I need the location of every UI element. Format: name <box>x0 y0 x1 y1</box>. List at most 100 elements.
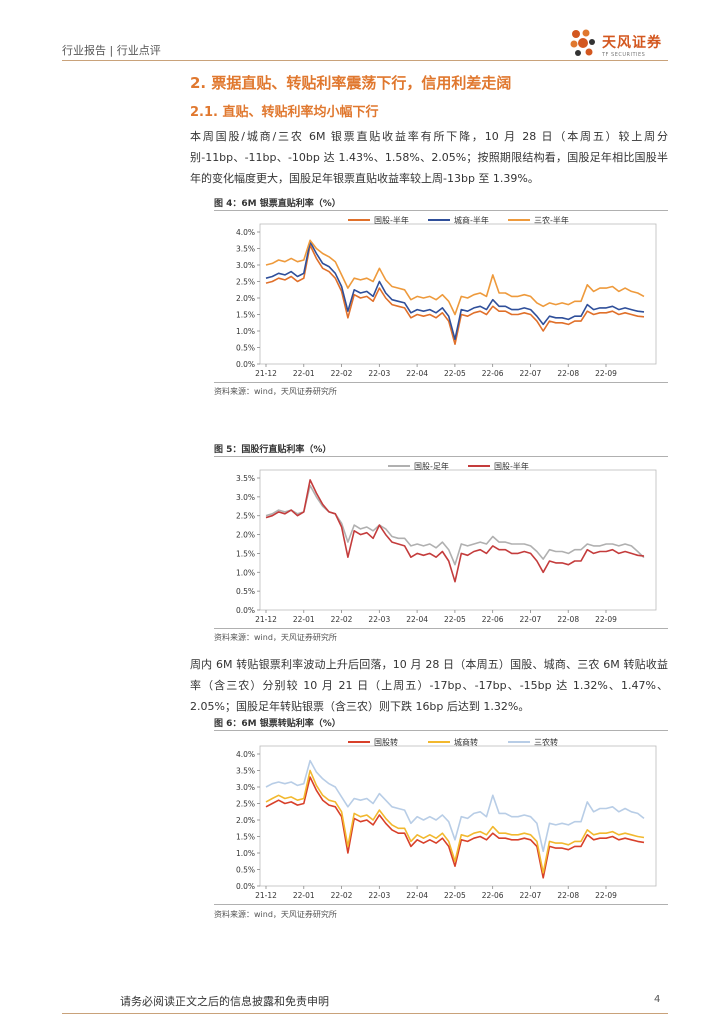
y-tick-label: 1.5% <box>236 833 255 842</box>
series-line-2 <box>265 769 645 874</box>
y-tick-label: 0.5% <box>236 587 255 596</box>
y-tick-label: 2.5% <box>236 800 255 809</box>
x-tick-label: 22-05 <box>444 615 466 624</box>
legend-label: 城商-半年 <box>454 216 489 225</box>
figure-4-chart: 0.0% 0.5% 1.0% 1.5% 2.0% 2.5% 3.0% 3.5% 4.0% 21-1… <box>236 216 657 378</box>
x-tick-label: 21-12 <box>255 891 277 900</box>
legend-label: 三农-半年 <box>534 216 569 225</box>
x-tick-label: 22-03 <box>368 615 390 624</box>
figure-5-title: 图 5：国股行直贴利率（%） <box>214 445 332 455</box>
logo-name: 天风证券 <box>602 35 662 51</box>
figure-4-divider <box>214 210 668 211</box>
plot-frame <box>259 223 657 365</box>
figure-4-source: 资料来源：wind，天风证券研究所 <box>214 387 337 396</box>
y-tick-label: 3.0% <box>236 493 255 502</box>
y-tick-label: 1.5% <box>236 549 255 558</box>
y-tick-label: 2.0% <box>236 531 255 540</box>
logo-flower-icon <box>570 29 595 56</box>
figure-4-bottom-divider <box>214 382 668 383</box>
figure-4-title: 图 4：6M 银票直贴利率（%） <box>214 199 341 209</box>
y-tick-label: 2.5% <box>236 512 255 521</box>
subsection-heading: 2.1. 直贴、转贴利率均小幅下行 <box>190 105 379 120</box>
x-tick-label: 22-09 <box>595 891 617 900</box>
y-tick-label: 4.0% <box>236 750 255 759</box>
series-line-3 <box>265 759 645 853</box>
figure-6-title: 图 6：6M 银票转贴利率（%） <box>214 719 341 729</box>
y-tick-label: 2.0% <box>236 294 255 303</box>
x-tick-label: 22-01 <box>293 891 315 900</box>
paragraph-direct-discount: 本周国股/城商/三农 6M 银票直贴收益率有所下降，10 月 28 日（本周五）… <box>190 130 668 185</box>
y-tick-label: 1.0% <box>236 327 255 336</box>
y-tick-label: 3.5% <box>236 245 255 254</box>
x-tick-label: 22-09 <box>595 615 617 624</box>
y-tick-label: 0.0% <box>236 360 255 369</box>
figure-5-source: 资料来源：wind，天风证券研究所 <box>214 633 337 642</box>
x-tick-label: 22-04 <box>406 369 428 378</box>
x-tick-label: 22-07 <box>520 369 542 378</box>
legend-label: 三农转 <box>534 738 558 747</box>
x-tick-label: 22-02 <box>331 615 353 624</box>
x-tick-label: 22-07 <box>520 891 542 900</box>
x-tick-label: 22-03 <box>368 369 390 378</box>
paragraph-rediscount: 周内 6M 转贴银票利率波动上升后回落，10 月 28 日（本周五）国股、城商、… <box>190 658 668 713</box>
report-category: 行业报告 | 行业点评 <box>62 44 161 57</box>
legend-label: 国股-半年 <box>374 216 409 225</box>
x-tick-label: 22-08 <box>557 369 579 378</box>
x-tick-label: 22-01 <box>293 369 315 378</box>
series-line-1 <box>265 244 645 345</box>
y-tick-label: 2.5% <box>236 278 255 287</box>
footer-divider <box>62 1013 668 1014</box>
x-tick-label: 22-07 <box>520 615 542 624</box>
x-tick-label: 22-02 <box>331 891 353 900</box>
y-tick-label: 1.0% <box>236 849 255 858</box>
x-tick-label: 22-05 <box>444 891 466 900</box>
series-line-3 <box>265 239 645 316</box>
section-heading: 2. 票据直贴、转贴利率震荡下行，信用利差走阔 <box>190 74 512 92</box>
x-tick-label: 22-09 <box>595 369 617 378</box>
header-divider <box>62 60 668 61</box>
figure-5-bottom-divider <box>214 628 668 629</box>
legend-label: 国股-足年 <box>414 462 449 471</box>
series-line-2 <box>265 241 645 341</box>
y-tick-label: 3.0% <box>236 261 255 270</box>
x-tick-label: 21-12 <box>255 615 277 624</box>
x-tick-label: 22-06 <box>482 891 504 900</box>
figure-6-divider <box>214 730 668 731</box>
figure-5-divider <box>214 456 668 457</box>
x-tick-label: 22-04 <box>406 615 428 624</box>
y-tick-label: 2.0% <box>236 816 255 825</box>
y-tick-label: 3.5% <box>236 474 255 483</box>
x-tick-label: 22-08 <box>557 891 579 900</box>
tf-securities-logo: 天风证券 TF SECURITIES <box>566 26 676 60</box>
footer-disclaimer: 请务必阅读正文之后的信息披露和免责申明 <box>120 995 329 1008</box>
x-tick-label: 22-05 <box>444 369 466 378</box>
y-tick-label: 1.5% <box>236 311 255 320</box>
figure-5-chart: 0.0% 0.5% 1.0% 1.5% 2.0% 2.5% 3.0% 3.5% 21-12 22-… <box>236 462 657 624</box>
x-tick-label: 22-08 <box>557 615 579 624</box>
legend-label: 国股转 <box>374 738 398 747</box>
plot-frame <box>259 469 657 611</box>
figure-6-bottom-divider <box>214 904 668 905</box>
figure-6-source: 资料来源：wind，天风证券研究所 <box>214 910 337 919</box>
y-tick-label: 3.5% <box>236 767 255 776</box>
y-tick-label: 0.5% <box>236 344 255 353</box>
x-tick-label: 22-06 <box>482 615 504 624</box>
series-line-2 <box>265 479 645 583</box>
legend-label: 国股-半年 <box>494 462 529 471</box>
logo-english-name: TF SECURITIES <box>602 52 646 58</box>
y-tick-label: 3.0% <box>236 783 255 792</box>
y-tick-label: 0.5% <box>236 866 255 875</box>
legend-label: 城商转 <box>454 738 478 747</box>
y-tick-label: 0.0% <box>236 606 255 615</box>
x-tick-label: 22-03 <box>368 891 390 900</box>
y-tick-label: 1.0% <box>236 568 255 577</box>
figure-6-chart: 0.0% 0.5% 1.0% 1.5% 2.0% 2.5% 3.0% 3.5% 4.0% 21-1… <box>236 738 657 900</box>
series-line-1 <box>265 484 645 566</box>
x-tick-label: 21-12 <box>255 369 277 378</box>
x-tick-label: 22-01 <box>293 615 315 624</box>
x-tick-label: 22-06 <box>482 369 504 378</box>
y-tick-label: 4.0% <box>236 228 255 237</box>
series-line-1 <box>265 776 645 879</box>
y-tick-label: 0.0% <box>236 882 255 891</box>
page-number: 4 <box>654 994 661 1005</box>
